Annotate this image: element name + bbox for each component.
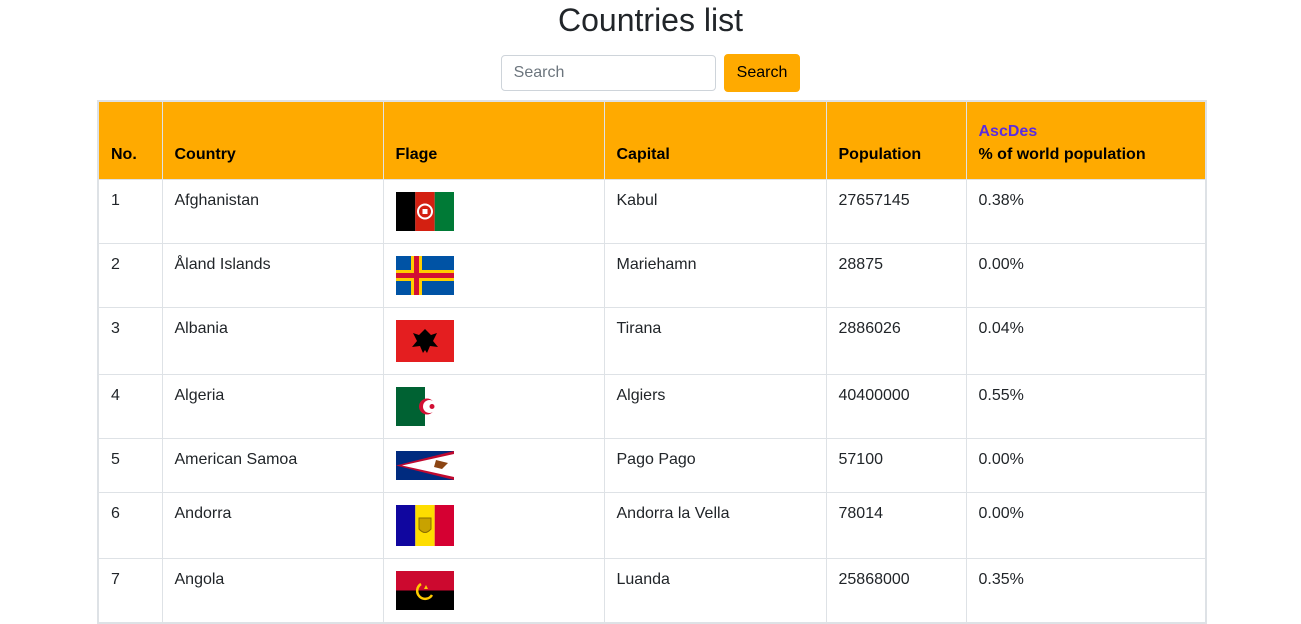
cell-capital: Pago Pago: [603, 438, 827, 493]
header-capital: Capital: [603, 100, 827, 180]
cell-capital: Kabul: [603, 179, 827, 244]
cell-flag: [382, 492, 605, 559]
cell-flag: [382, 307, 605, 375]
countries-table: No. Country Flage Capital Population Asc…: [97, 100, 1207, 624]
cell-population: 25868000: [825, 558, 967, 624]
cell-capital: Algiers: [603, 374, 827, 439]
andorra-flag-icon: [395, 505, 454, 546]
cell-population: 78014: [825, 492, 967, 559]
cell-no: 5: [97, 438, 163, 493]
table-row: 5 American Samoa Pago Pago 57100 0.00%: [97, 438, 1207, 493]
cell-no: 7: [97, 558, 163, 624]
cell-flag: [382, 243, 605, 308]
cell-percent: 0.00%: [965, 243, 1207, 308]
search-button[interactable]: Search: [723, 54, 801, 92]
search-bar: Search: [0, 54, 1301, 92]
cell-population: 27657145: [825, 179, 967, 244]
table-row: 1 Afghanistan Kabul 27657145 0.38%: [97, 179, 1207, 244]
cell-country: American Samoa: [161, 438, 384, 493]
cell-percent: 0.55%: [965, 374, 1207, 439]
countries-table-wrapper: No. Country Flage Capital Population Asc…: [97, 100, 1207, 624]
table-row: 7 Angola Luanda 25868000 0.35%: [97, 558, 1207, 624]
cell-country: Åland Islands: [161, 243, 384, 308]
cell-no: 6: [97, 492, 163, 559]
cell-flag: [382, 558, 605, 624]
page-title: Countries list: [558, 2, 743, 38]
aland-islands-flag-icon: [395, 256, 454, 295]
table-row: 6 Andorra Andorra la Vella 78014 0.00%: [97, 492, 1207, 559]
cell-country: Algeria: [161, 374, 384, 439]
cell-capital: Luanda: [603, 558, 827, 624]
cell-country: Afghanistan: [161, 179, 384, 244]
sort-des-link[interactable]: Des: [1007, 123, 1038, 140]
cell-percent: 0.00%: [965, 438, 1207, 493]
cell-country: Andorra: [161, 492, 384, 559]
header-country: Country: [161, 100, 384, 180]
cell-capital: Mariehamn: [603, 243, 827, 308]
cell-no: 1: [97, 179, 163, 244]
table-header-row: No. Country Flage Capital Population Asc…: [97, 100, 1207, 180]
afghanistan-flag-icon: [395, 192, 454, 231]
angola-flag-icon: [395, 571, 454, 610]
cell-population: 28875: [825, 243, 967, 308]
header-population: Population: [825, 100, 967, 180]
cell-population: 57100: [825, 438, 967, 493]
cell-no: 2: [97, 243, 163, 308]
cell-percent: 0.35%: [965, 558, 1207, 624]
header-flag: Flage: [382, 100, 605, 180]
sort-asc-link[interactable]: Asc: [978, 123, 1008, 140]
cell-population: 40400000: [825, 374, 967, 439]
cell-population: 2886026: [825, 307, 967, 375]
cell-no: 4: [97, 374, 163, 439]
header-no: No.: [97, 100, 163, 180]
algeria-flag-icon: [395, 387, 454, 426]
cell-flag: [382, 438, 605, 493]
sort-links: AscDes: [979, 123, 1194, 141]
search-input[interactable]: [500, 55, 716, 91]
table-row: 3 Albania Tirana 2886026 0.04%: [97, 307, 1207, 375]
cell-percent: 0.04%: [965, 307, 1207, 375]
cell-country: Angola: [161, 558, 384, 624]
albania-flag-icon: [395, 320, 454, 362]
cell-percent: 0.00%: [965, 492, 1207, 559]
cell-no: 3: [97, 307, 163, 375]
cell-capital: Andorra la Vella: [603, 492, 827, 559]
table-row: 4 Algeria Algiers 40400000 0.55%: [97, 374, 1207, 439]
header-percent-world: AscDes % of world population: [965, 100, 1207, 180]
american-samoa-flag-icon: [395, 451, 454, 480]
cell-flag: [382, 179, 605, 244]
cell-flag: [382, 374, 605, 439]
cell-percent: 0.38%: [965, 179, 1207, 244]
cell-country: Albania: [161, 307, 384, 375]
cell-capital: Tirana: [603, 307, 827, 375]
table-row: 2 Åland Islands Mariehamn 28875 0.00%: [97, 243, 1207, 308]
header-percent-label: % of world population: [978, 146, 1146, 163]
